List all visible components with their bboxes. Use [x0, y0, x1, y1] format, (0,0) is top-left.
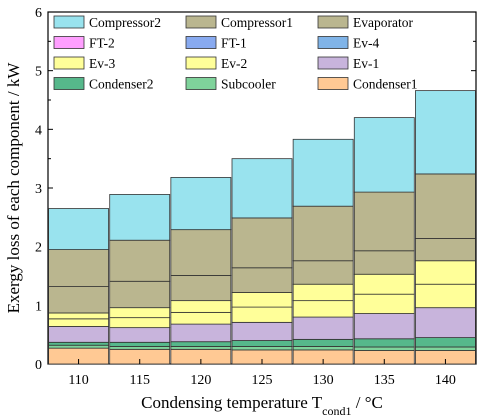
y-tick-label: 0: [35, 358, 42, 373]
bar-segment-ev-2: [48, 318, 109, 327]
legend-label: FT-1: [221, 36, 247, 51]
legend-swatch-ft-1: [185, 36, 217, 49]
bar-segment-subcooler: [415, 346, 476, 351]
bar-segment-ev-1: [292, 316, 354, 340]
legend-label: Ev-1: [353, 56, 379, 71]
legend-swatch-condenser1: [317, 77, 349, 90]
bar-segment-ev-3: [415, 260, 476, 285]
bar-segment-subcooler: [292, 345, 354, 351]
bar-segment-compressor1: [292, 205, 354, 262]
y-tick-label: 4: [35, 123, 42, 138]
x-tick-label: 135: [374, 373, 395, 388]
bar-segment-evaporator: [48, 286, 109, 314]
bar-segment-evaporator: [415, 238, 476, 262]
y-axis-title: Exergy loss of each component / kW: [4, 62, 23, 314]
bar-segment-subcooler: [170, 345, 232, 350]
legend-swatch-subcooler: [185, 77, 217, 90]
bar-segment-condenser2: [415, 337, 476, 348]
x-tick-label: 120: [190, 373, 211, 388]
bar-segment-compressor2: [415, 90, 476, 175]
legend-label: Ev-4: [353, 36, 379, 51]
bar-segment-evaporator: [170, 275, 232, 302]
bar-segment-condenser2: [292, 338, 354, 347]
bar-segment-condenser2: [353, 338, 415, 348]
legend-swatch-ev-3: [53, 56, 85, 70]
bar-segment-compressor1: [415, 173, 476, 239]
legend-label: Compressor2: [89, 15, 161, 30]
legend-swatch-compressor2: [53, 15, 85, 29]
bar-segment-ev-2: [170, 311, 232, 325]
bar-segment-compressor1: [170, 229, 232, 276]
bar-segment-ev-3: [292, 283, 354, 302]
bar-segment-ev-2: [292, 300, 354, 318]
x-tick-label: 110: [68, 373, 88, 388]
legend-label: Ev-3: [89, 56, 115, 71]
legend-swatch-ev-2: [185, 56, 217, 70]
legend-swatch-ev-1: [317, 56, 349, 70]
legend-label: Condenser1: [353, 77, 418, 92]
x-tick-label: 115: [129, 373, 149, 388]
legend-swatch-compressor1: [185, 15, 217, 29]
bar-segment-ev-3: [48, 312, 109, 320]
x-axis-title: Condensing temperature Tcond1 / °C: [141, 393, 383, 418]
legend-swatch-ft-2: [53, 36, 85, 49]
bar-segment-evaporator: [292, 260, 354, 285]
bar-segment-compressor2: [170, 177, 232, 231]
y-tick-label: 3: [35, 182, 42, 197]
legend-label: FT-2: [89, 36, 115, 51]
bar-segment-ev-2: [109, 317, 171, 329]
legend-swatch-evaporator: [317, 15, 349, 29]
bar-segment-ev-1: [109, 327, 171, 343]
bar-segment-evaporator: [353, 250, 415, 275]
bar-segment-ev-1: [48, 326, 109, 343]
legend-label: Evaporator: [353, 15, 413, 30]
y-tick-label: 2: [35, 241, 42, 256]
legend-label: Subcooler: [221, 77, 276, 92]
bar-segment-ev-3: [109, 307, 171, 319]
bar-segment-subcooler: [231, 345, 293, 351]
y-tick-label: 6: [35, 6, 42, 21]
bar-segment-subcooler: [353, 346, 415, 351]
y-tick-label: 1: [35, 299, 42, 314]
bar-segment-compressor2: [48, 208, 109, 251]
bar-segment-condenser2: [109, 341, 171, 347]
bar-segment-compressor2: [353, 117, 415, 193]
legend-label: Ev-2: [221, 56, 247, 71]
legend-swatch-ev-4: [317, 36, 349, 49]
x-tick-label: 125: [252, 373, 273, 388]
bar-segment-evaporator: [109, 280, 171, 309]
bar-segment-subcooler: [109, 345, 171, 350]
bar-segment-condenser2: [231, 340, 293, 347]
bar-segment-ev-1: [415, 307, 476, 338]
bar-segment-compressor1: [231, 217, 293, 269]
bar-segment-subcooler: [48, 344, 109, 349]
bar-segment-compressor1: [48, 249, 109, 287]
bar-segment-ev-2: [353, 293, 415, 314]
bar-segment-compressor2: [109, 194, 171, 241]
bar-segment-condenser2: [48, 341, 109, 346]
bar-segment-compressor1: [353, 191, 415, 252]
bar-segment-compressor2: [231, 158, 293, 219]
bar-segment-evaporator: [231, 267, 293, 293]
bar-segment-ev-2: [415, 283, 476, 309]
bar-segment-ev-1: [170, 323, 232, 343]
bar-segment-ev-1: [353, 313, 415, 340]
legend-swatch-condenser2: [53, 77, 85, 90]
legend-label: Condenser2: [89, 77, 154, 92]
y-tick-label: 5: [35, 65, 42, 80]
bar-segment-ev-1: [231, 321, 293, 341]
bar-segment-condenser2: [170, 341, 232, 347]
bar-segment-compressor2: [292, 138, 354, 207]
bar-segment-ev-3: [353, 273, 415, 295]
bar-segment-ev-3: [170, 300, 232, 313]
legend-label: Compressor1: [221, 15, 293, 30]
bar-segment-ev-3: [231, 292, 293, 308]
x-tick-label: 130: [313, 373, 334, 388]
x-tick-label: 140: [435, 373, 456, 388]
bar-segment-ev-2: [231, 306, 293, 323]
bar-segment-compressor1: [109, 239, 171, 282]
